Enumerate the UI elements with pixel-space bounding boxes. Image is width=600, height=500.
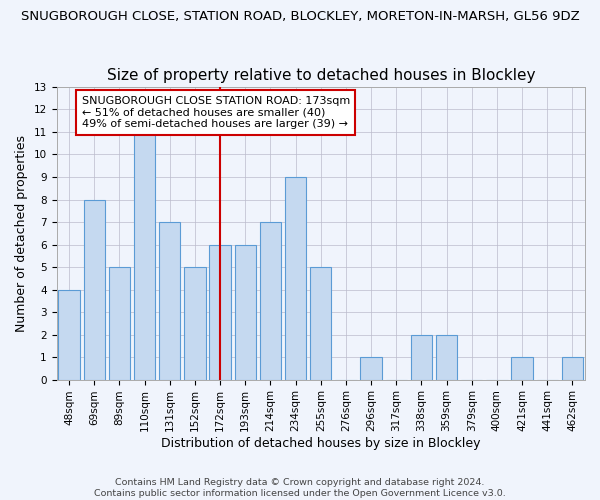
Bar	[260, 222, 281, 380]
X-axis label: Distribution of detached houses by size in Blockley: Distribution of detached houses by size …	[161, 437, 481, 450]
Bar	[235, 244, 256, 380]
Bar	[83, 200, 105, 380]
Text: Contains HM Land Registry data © Crown copyright and database right 2024.
Contai: Contains HM Land Registry data © Crown c…	[94, 478, 506, 498]
Text: SNUGBOROUGH CLOSE STATION ROAD: 173sqm
← 51% of detached houses are smaller (40): SNUGBOROUGH CLOSE STATION ROAD: 173sqm ←…	[82, 96, 350, 129]
Bar	[209, 244, 231, 380]
Bar	[411, 334, 432, 380]
Bar	[562, 357, 583, 380]
Bar	[436, 334, 457, 380]
Title: Size of property relative to detached houses in Blockley: Size of property relative to detached ho…	[107, 68, 535, 83]
Bar	[184, 267, 206, 380]
Y-axis label: Number of detached properties: Number of detached properties	[15, 135, 28, 332]
Bar	[310, 267, 331, 380]
Bar	[361, 357, 382, 380]
Bar	[134, 132, 155, 380]
Bar	[159, 222, 181, 380]
Bar	[285, 177, 306, 380]
Bar	[58, 290, 80, 380]
Bar	[109, 267, 130, 380]
Bar	[511, 357, 533, 380]
Text: SNUGBOROUGH CLOSE, STATION ROAD, BLOCKLEY, MORETON-IN-MARSH, GL56 9DZ: SNUGBOROUGH CLOSE, STATION ROAD, BLOCKLE…	[20, 10, 580, 23]
